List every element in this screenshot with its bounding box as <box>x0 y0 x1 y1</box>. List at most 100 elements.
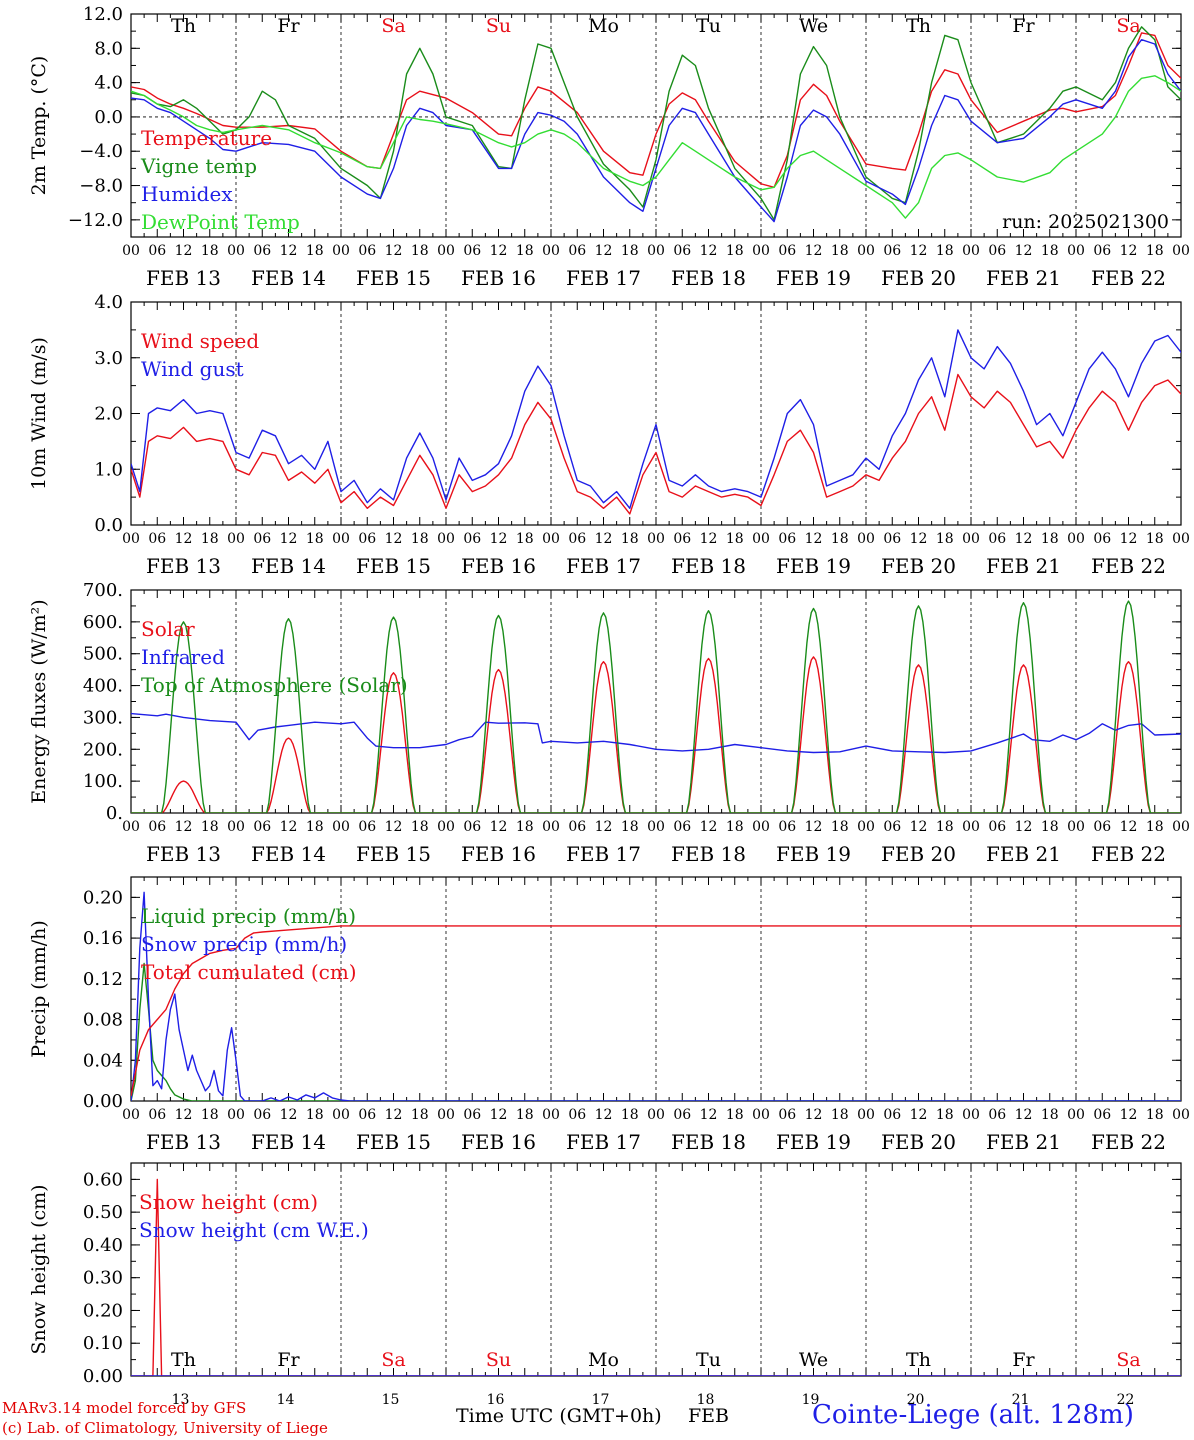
date-label: FEB 16 <box>461 266 536 290</box>
hour-tick-label: 00 <box>227 531 245 547</box>
date-label: FEB 16 <box>461 842 536 866</box>
date-label: FEB 20 <box>881 1130 956 1154</box>
y-axis-label: Snow height (cm) <box>28 1184 50 1354</box>
hour-tick-label: 12 <box>805 243 823 259</box>
hour-tick-label: 06 <box>568 531 586 547</box>
y-tick-label: 0.0 <box>94 107 123 128</box>
legend-entry: Top of Atmosphere (Solar) <box>141 673 408 697</box>
hour-tick-label: 06 <box>673 1107 691 1123</box>
y-tick-label: 500. <box>83 644 123 665</box>
hour-tick-label: 06 <box>1093 531 1111 547</box>
date-label: FEB 21 <box>986 842 1061 866</box>
date-label: FEB 15 <box>356 554 431 578</box>
date-label: FEB 18 <box>671 554 746 578</box>
hour-tick-label: 06 <box>148 243 166 259</box>
series-liquid-precip-mm-h <box>131 962 1181 1101</box>
y-tick-label: 0.40 <box>83 1235 123 1256</box>
hour-tick-label: 06 <box>988 1107 1006 1123</box>
hour-tick-label: 06 <box>1093 819 1111 835</box>
hour-tick-label: 06 <box>253 819 271 835</box>
y-tick-label: 4.0 <box>94 292 123 313</box>
legend-entry: Humidex <box>141 182 233 206</box>
legend-entry: Snow height (cm W.E.) <box>139 1218 369 1242</box>
hour-tick-label: 00 <box>1067 1107 1085 1123</box>
date-short-label: 18 <box>697 1392 715 1408</box>
panel-frame <box>130 589 1182 814</box>
hour-tick-label: 12 <box>910 243 928 259</box>
hour-tick-label: 12 <box>595 531 613 547</box>
date-short-label: 15 <box>382 1392 400 1408</box>
y-tick-label: 0.60 <box>83 1169 123 1190</box>
hour-tick-label: 18 <box>516 243 534 259</box>
date-label: FEB 19 <box>776 1130 851 1154</box>
panel-energy: 0. 100. 200. 300. 400. 500. 600. 700. Energy flu… <box>28 580 1190 866</box>
hour-tick-label: 18 <box>516 1107 534 1123</box>
hour-tick-label: 12 <box>1120 531 1138 547</box>
date-label: FEB 20 <box>881 842 956 866</box>
hour-tick-label: 18 <box>1041 1107 1059 1123</box>
series-snow-height-cm <box>131 1178 1181 1376</box>
hour-tick-label: 00 <box>857 243 875 259</box>
hour-tick-label: 18 <box>411 243 429 259</box>
hour-tick-label: 12 <box>805 1107 823 1123</box>
hour-tick-label: 00 <box>227 819 245 835</box>
weekday-label: We <box>799 15 828 37</box>
date-label: FEB 19 <box>776 842 851 866</box>
hour-tick-label: 12 <box>1015 819 1033 835</box>
hour-tick-label: 06 <box>463 243 481 259</box>
hour-tick-label: 06 <box>253 1107 271 1123</box>
hour-tick-label: 12 <box>280 531 298 547</box>
hour-tick-label: 12 <box>805 819 823 835</box>
weekday-label: Sa <box>381 1349 405 1371</box>
series-group <box>131 329 1181 515</box>
y-tick-label: 12.0 <box>83 4 123 25</box>
hour-tick-label: 06 <box>883 531 901 547</box>
date-label: FEB 18 <box>671 1130 746 1154</box>
hour-tick-label: 18 <box>936 1107 954 1123</box>
hour-tick-label: 18 <box>831 1107 849 1123</box>
weekday-label: Tu <box>696 15 721 37</box>
legend-entry: Snow precip (mm/h) <box>141 932 347 956</box>
hour-tick-label: 00 <box>332 1107 350 1123</box>
hour-tick-label: 06 <box>253 243 271 259</box>
hour-tick-label: 18 <box>516 531 534 547</box>
y-tick-label: −8.0 <box>79 176 123 197</box>
hour-tick-label: 18 <box>201 531 219 547</box>
hour-tick-label: 00 <box>122 531 140 547</box>
date-label: FEB 20 <box>881 266 956 290</box>
hour-tick-label: 12 <box>385 243 403 259</box>
date-label: FEB 15 <box>356 266 431 290</box>
date-label: FEB 22 <box>1091 1130 1166 1154</box>
hour-tick-label: 12 <box>1120 1107 1138 1123</box>
hour-tick-label: 06 <box>148 819 166 835</box>
weekday-label: Th <box>171 1349 196 1371</box>
legend-entry: Snow height (cm) <box>139 1190 318 1214</box>
hour-tick-label: 00 <box>647 1107 665 1123</box>
panel-precip: 0.00 0.04 0.08 0.12 0.16 0.20 Precip (mm/h) 00 0… <box>28 876 1190 1154</box>
date-short-label: 13 <box>172 1392 190 1408</box>
weekday-label: Fr <box>1012 15 1035 37</box>
hour-tick-label: 06 <box>673 819 691 835</box>
hour-tick-label: 00 <box>962 243 980 259</box>
hour-tick-label: 18 <box>1041 243 1059 259</box>
date-label: FEB 22 <box>1091 266 1166 290</box>
hour-tick-label: 06 <box>673 531 691 547</box>
date-label: FEB 17 <box>566 266 641 290</box>
date-label: FEB 22 <box>1091 554 1166 578</box>
hour-tick-label: 06 <box>988 531 1006 547</box>
hour-tick-label: 00 <box>1067 819 1085 835</box>
panel-wind: 0.0 1.0 2.0 3.0 4.0 10m Wind (m/s) 00 06 12 18 00 0… <box>28 292 1190 578</box>
hour-tick-label: 00 <box>752 1107 770 1123</box>
hour-tick-label: 12 <box>280 819 298 835</box>
hour-tick-label: 00 <box>752 531 770 547</box>
hour-tick-label: 12 <box>385 819 403 835</box>
hour-tick-label: 12 <box>280 1107 298 1123</box>
hour-tick-label: 12 <box>700 531 718 547</box>
hour-tick-label: 18 <box>411 531 429 547</box>
y-tick-label: 0.16 <box>83 928 123 949</box>
y-tick-label: 200. <box>83 739 123 760</box>
hour-tick-label: 06 <box>778 243 796 259</box>
hour-tick-label: 00 <box>647 243 665 259</box>
hour-tick-label: 12 <box>1015 243 1033 259</box>
hour-tick-label: 12 <box>490 1107 508 1123</box>
